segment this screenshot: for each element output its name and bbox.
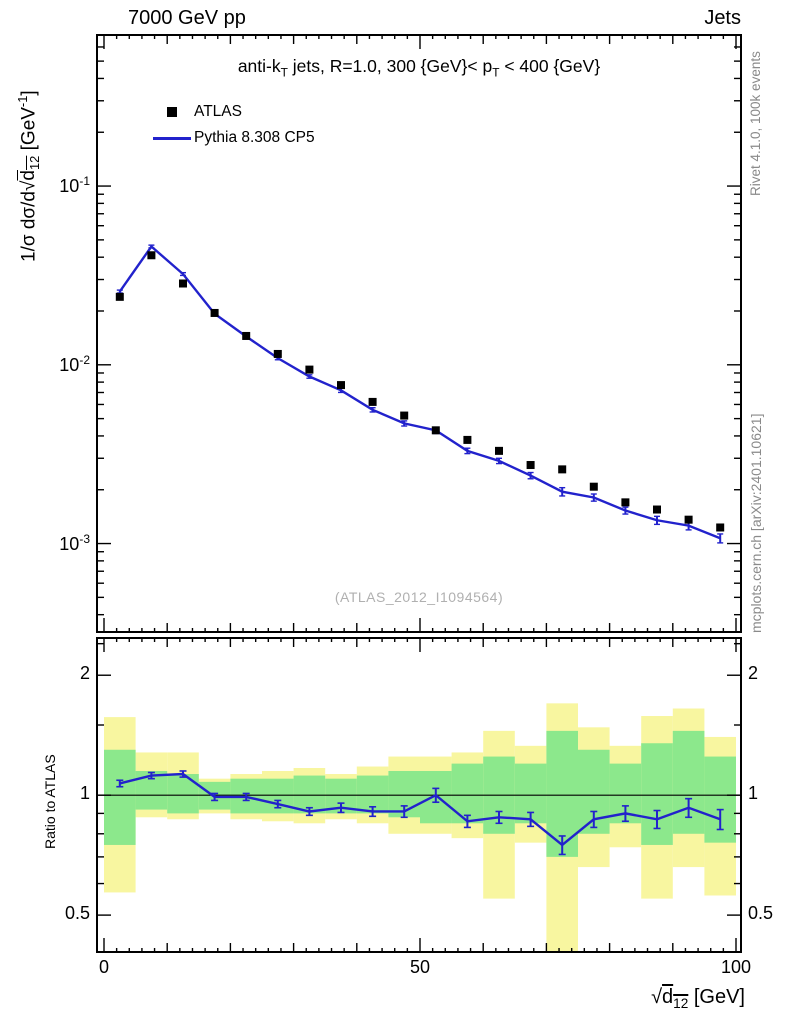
beam-energy-label: 7000 GeV pp	[128, 7, 246, 29]
ratio-y-tick-label-left: 1	[79, 783, 90, 804]
legend-item-pythia: Pythia 8.308 CP5	[150, 125, 315, 151]
ratio-y-tick-label-right: 1	[748, 783, 759, 804]
x-tick-label: 0	[98, 957, 109, 977]
x-axis-label: √d12 [GeV]	[651, 986, 745, 1011]
main-y-tick-label: 10-1	[59, 174, 90, 197]
analysis-watermark: (ATLAS_2012_I1094564)	[334, 589, 504, 605]
legend-label-atlas: ATLAS	[194, 103, 242, 120]
ratio-y-tick-label-right: 0.5	[748, 903, 774, 924]
pythia-line-marker-icon	[153, 136, 191, 140]
legend: ATLAS Pythia 8.308 CP5	[150, 99, 315, 151]
atlas-square-marker-icon	[167, 107, 177, 117]
ratio-y-tick-label-left: 0.5	[64, 903, 90, 924]
main-y-tick-label: 10-3	[59, 531, 90, 554]
rivet-version-note: Rivet 4.1.0, 100k events	[748, 51, 763, 196]
plot-title: anti-kT jets, R=1.0, 300 {GeV}< pT < 400…	[237, 56, 601, 80]
process-label: Jets	[704, 7, 741, 29]
ratio-y-tick-label-left: 2	[79, 663, 90, 684]
x-tick-label: 100	[720, 957, 752, 977]
ratio-y-tick-label-right: 2	[748, 663, 759, 684]
mcplots-arxiv-note: mcplots.cern.ch [arXiv:2401.10621]	[748, 413, 764, 633]
main-y-tick-label: 10-2	[59, 352, 90, 375]
legend-item-atlas: ATLAS	[150, 99, 315, 125]
legend-label-pythia: Pythia 8.308 CP5	[194, 129, 315, 146]
x-tick-label: 50	[409, 957, 431, 977]
